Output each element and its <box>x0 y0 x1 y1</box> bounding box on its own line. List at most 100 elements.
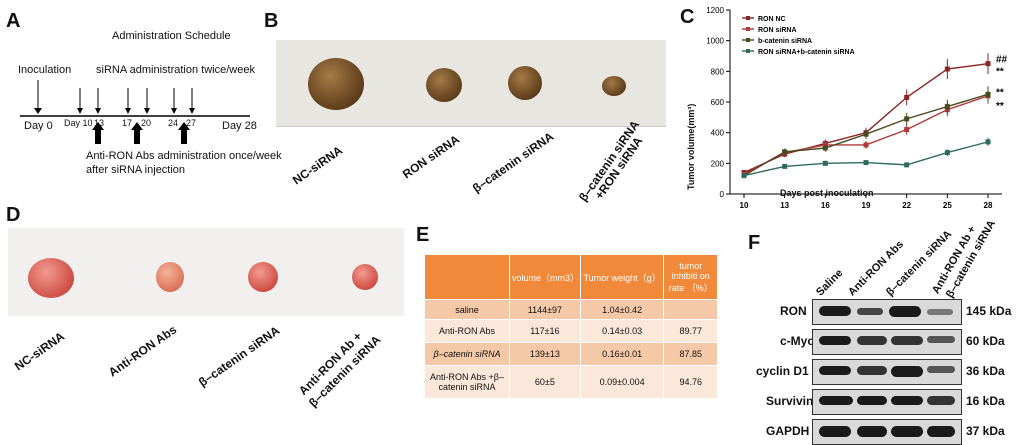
blot-row-ron <box>812 299 962 325</box>
data-point <box>822 145 828 151</box>
blot-size-cyclind1: 36 kDa <box>966 364 1005 378</box>
x-tick-label: 22 <box>902 201 911 210</box>
x-tick-label: 10 <box>740 201 749 210</box>
tumor-volume-chart: 0 200 400 600 800 1000 1200 10 13 16 19 22 25 28 RON N… <box>706 6 1007 210</box>
panel-e-label: E <box>416 224 430 246</box>
table-row: Anti-RON Abs 117±16 0.14±0.03 89.77 <box>423 319 718 343</box>
blot-band <box>857 426 887 437</box>
x-tick-label: 16 <box>821 201 830 210</box>
blot-band <box>891 396 923 405</box>
table-cell: β–catenin siRNA <box>423 342 511 366</box>
day20-label: 20 <box>141 118 152 128</box>
blot-row-survivin <box>812 389 962 415</box>
day27-label: 27 <box>186 118 197 128</box>
y-tick-label: 800 <box>711 67 725 76</box>
abs-admin-line1: Anti-RON Abs administration once/week <box>86 150 282 162</box>
tumor-ron-sirna <box>426 68 462 102</box>
panel-f-label: F <box>748 232 761 254</box>
data-point <box>904 162 910 168</box>
panel-a-label: A <box>6 10 21 32</box>
blot-band <box>819 426 851 437</box>
blot-band <box>927 309 953 315</box>
tumor-d-combo <box>352 264 378 290</box>
day28-label: Day 28 <box>222 120 257 132</box>
data-point <box>985 139 991 145</box>
significance-marker: ** <box>996 101 1004 112</box>
table-cell: 0.16±0.01 <box>579 342 665 366</box>
data-point <box>944 104 950 110</box>
data-point <box>904 127 910 133</box>
day10-label: Day 10 <box>64 118 93 128</box>
table-cell: 94.76 <box>663 365 718 399</box>
tumor-d-bcat <box>248 262 278 292</box>
table-cell: 0.09±0.004 <box>579 365 665 399</box>
blot-size-gapdh: 37 kDa <box>966 424 1005 438</box>
data-point <box>863 160 869 166</box>
legend-label: RON NC <box>758 16 786 23</box>
table-cell: 139±13 <box>509 342 581 366</box>
table-row: β–catenin siRNA 139±13 0.16±0.01 87.85 <box>423 342 718 366</box>
table-cell: 0.14±0.03 <box>579 319 665 343</box>
blot-band <box>819 336 851 345</box>
blot-band <box>891 366 923 377</box>
significance-marker: ** <box>996 67 1004 78</box>
blot-band <box>857 308 883 315</box>
blot-band <box>889 306 921 317</box>
table-row: saline 1144±97 1.04±0.42 <box>423 299 718 320</box>
series-line <box>743 62 989 174</box>
y-tick-label: 200 <box>711 159 725 168</box>
d-label-antiron: Anti-RON Abs <box>106 322 180 380</box>
blot-band <box>927 366 955 373</box>
blot-row-gapdh <box>812 419 962 445</box>
legend-marker <box>746 49 750 53</box>
chart-xlabel: Days post inoculation <box>780 188 874 198</box>
blot-band <box>857 396 887 405</box>
blot-band <box>891 426 923 437</box>
tumor-d-antiron <box>156 262 184 292</box>
table-cell: Anti-RON Abs <box>423 319 511 343</box>
panel-d-label: D <box>6 204 21 226</box>
d-label-nc: NC-siRNA <box>12 329 68 374</box>
blot-band <box>927 336 955 343</box>
data-point <box>985 91 991 97</box>
blot-protein-cyclind1: cyclin D1 <box>756 364 809 378</box>
panel-c-label: C <box>680 6 695 28</box>
table-cell: 87.85 <box>663 342 718 366</box>
y-tick-label: 0 <box>720 190 725 199</box>
table-header-cell <box>423 254 511 300</box>
blot-band <box>819 366 851 375</box>
data-point <box>863 131 869 137</box>
data-point <box>904 94 910 100</box>
y-tick-label: 600 <box>711 98 725 107</box>
table-cell <box>663 299 718 320</box>
blot-band <box>927 396 955 405</box>
legend-label: RON siRNA+b-catenin siRNA <box>758 49 855 56</box>
x-tick-label: 19 <box>862 201 871 210</box>
data-point <box>985 61 991 67</box>
table-header-row: volume（mm3） Tumor weight（g） tumor inhibi… <box>423 254 718 300</box>
sirna-admin-label: siRNA administration twice/week <box>96 64 255 76</box>
blot-row-cmyc <box>812 329 962 355</box>
blot-lane-saline: Saline <box>814 267 846 299</box>
data-point <box>944 150 950 156</box>
data-point <box>944 66 950 72</box>
blot-size-ron: 145 kDa <box>966 304 1012 318</box>
legend-marker <box>746 38 750 42</box>
blot-band <box>891 336 923 345</box>
blot-protein-survivin: Survivin <box>766 394 814 408</box>
d-label-bcat: β–catenin siRNA <box>196 323 283 390</box>
table-cell: 1.04±0.42 <box>579 299 665 320</box>
blot-protein-ron: RON <box>780 304 807 318</box>
results-table: volume（mm3） Tumor weight（g） tumor inhibi… <box>423 254 718 399</box>
table-cell: 60±5 <box>509 365 581 399</box>
y-tick-label: 1000 <box>706 37 724 46</box>
table-cell: 89.77 <box>663 319 718 343</box>
table-cell: saline <box>423 299 511 320</box>
table-header-cell: tumor inhibiti on rate （%） <box>663 254 718 300</box>
blot-band <box>927 426 955 437</box>
tumor-combo-sirna <box>602 76 626 96</box>
legend-label: RON siRNA <box>758 27 797 34</box>
day24-label: 24 <box>168 118 179 128</box>
y-tick-label: 400 <box>711 129 725 138</box>
blot-band <box>819 396 853 405</box>
